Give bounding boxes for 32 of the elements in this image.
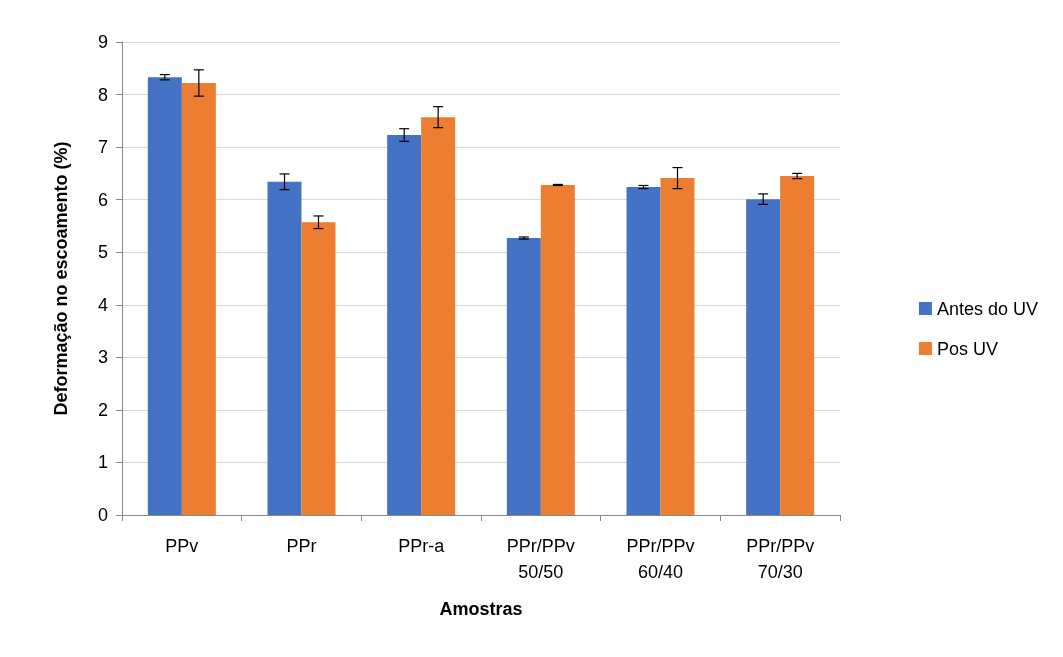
y-tick-label: 6 (97, 189, 108, 210)
y-tick-label: 9 (97, 32, 108, 52)
y-tick-label: 8 (97, 84, 108, 105)
bar (746, 199, 781, 515)
x-tick-label: PPr-a (398, 536, 446, 556)
bar (540, 184, 575, 515)
bar (780, 176, 815, 515)
bar (147, 77, 182, 515)
bar (301, 222, 336, 515)
y-tick-label: 3 (97, 347, 108, 368)
y-tick-label: 2 (97, 399, 108, 420)
x-tick-label: PPr (286, 536, 317, 556)
bar (387, 135, 422, 515)
x-tick-label: PPv (165, 536, 199, 556)
x-tick-label: PPr/PPv 50/50 (506, 536, 575, 582)
bar (506, 238, 541, 515)
bar (660, 178, 695, 515)
y-tick-label: 4 (97, 294, 108, 315)
y-tick-label: 0 (97, 505, 108, 525)
bar (421, 117, 456, 515)
legend-label: Pos UV (936, 338, 998, 359)
legend-label: Antes do UV (936, 298, 1039, 319)
x-axis-title: Amostras (439, 599, 523, 619)
y-tick-label: 1 (97, 452, 108, 473)
bar (267, 181, 302, 515)
x-tick-label: PPr/PPv 70/30 (746, 536, 815, 582)
y-tick-label: 5 (97, 242, 108, 263)
y-tick-label: 7 (97, 137, 108, 158)
y-axis-title: Deformação no escoamento (%) (51, 141, 71, 416)
bar (626, 187, 661, 515)
bar (181, 82, 216, 515)
x-tick-label: PPr/PPv 60/40 (626, 536, 695, 582)
